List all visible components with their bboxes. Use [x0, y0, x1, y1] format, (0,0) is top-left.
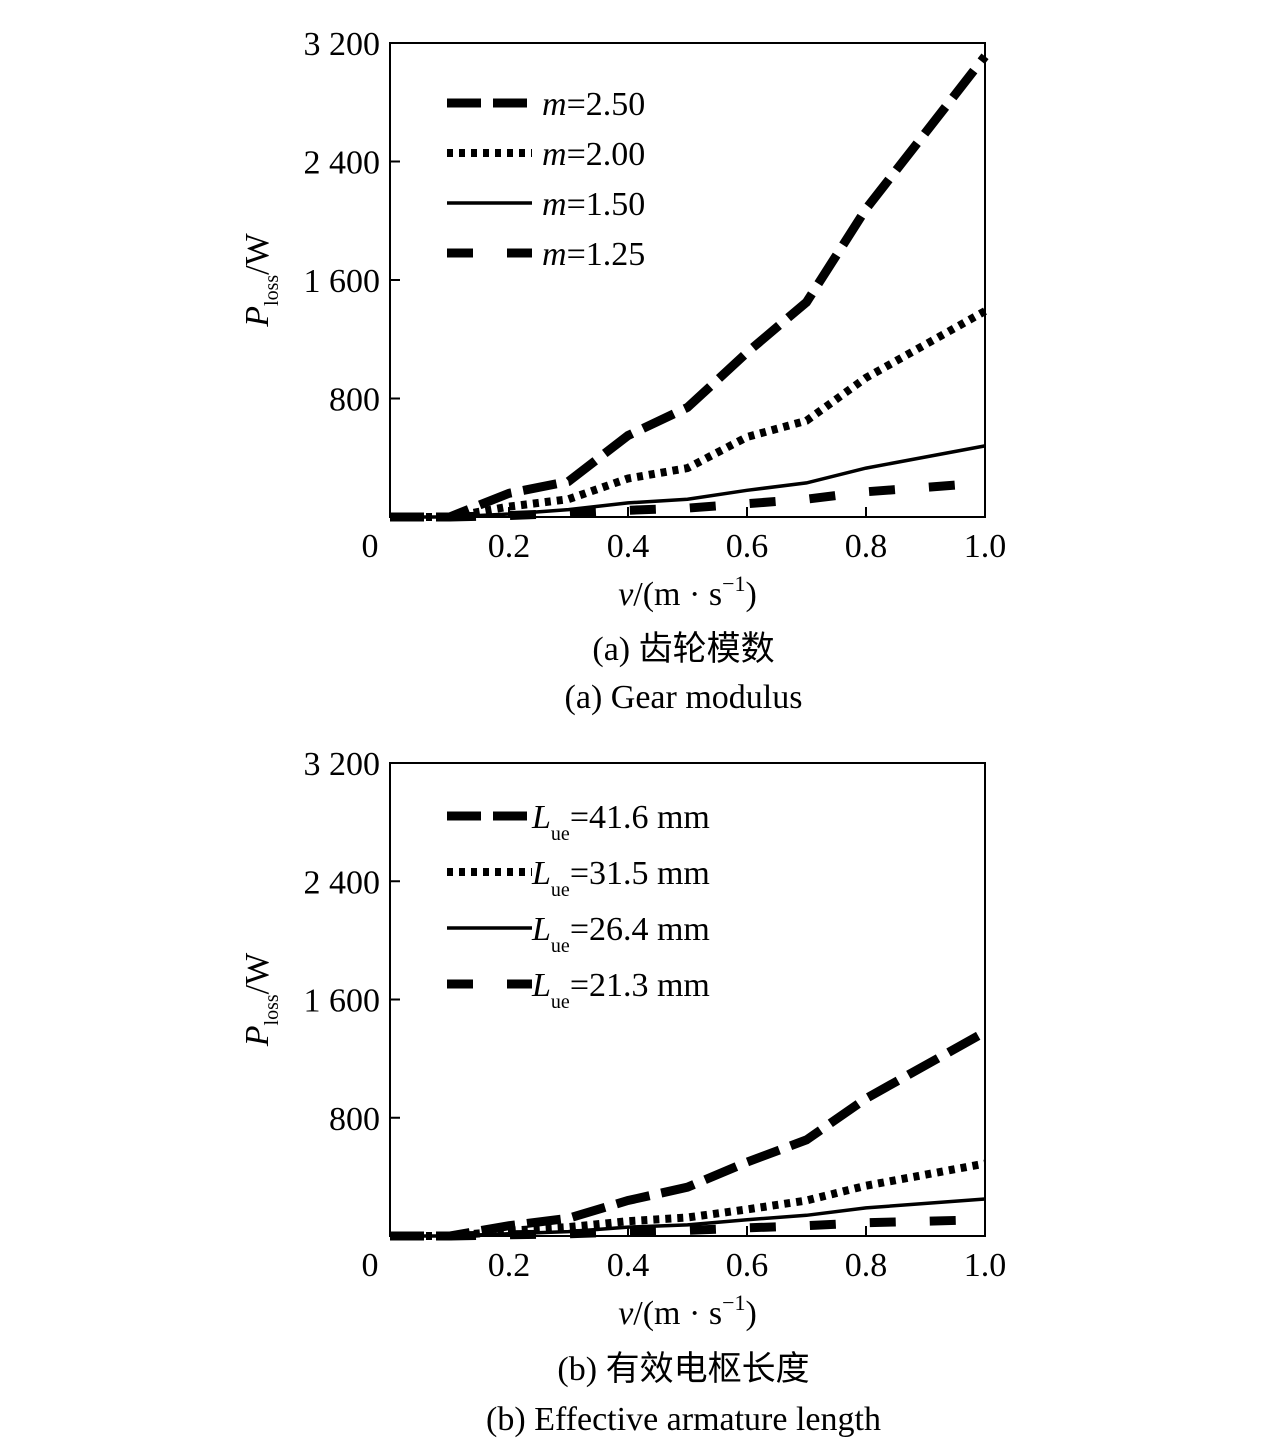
x-axis-label: v/(m · s−1) [618, 1290, 757, 1332]
x-tick-label: 0.6 [726, 528, 769, 565]
y-axis-label: Ploss/W [239, 952, 283, 1047]
legend-entry: m=2.50 [542, 86, 645, 123]
x-tick-label: 0.4 [607, 528, 650, 565]
legend-entry: m=1.25 [542, 236, 645, 273]
caption-chinese: (a) 齿轮模数 [592, 630, 774, 668]
x-tick-label: 0.2 [488, 528, 531, 565]
caption-english: (a) Gear modulus [565, 679, 803, 716]
y-tick-label: 800 [329, 382, 380, 419]
y-tick-label: 3 200 [304, 26, 381, 63]
legend-entry: Lue=31.5 mm [531, 855, 710, 901]
origin-label: 0 [362, 1247, 379, 1284]
series-line-dot [390, 307, 987, 521]
y-tick-label: 2 400 [304, 864, 381, 901]
x-tick-label: 0.2 [488, 1247, 531, 1284]
y-tick-label: 1 600 [304, 983, 381, 1020]
series-line-solid [390, 444, 986, 519]
x-tick-label: 1.0 [964, 1247, 1007, 1284]
legend: Lue=41.6 mm Lue=31.5 mm Lue=26.4 mm Lue=21.… [447, 799, 710, 1013]
x-tick-label: 0.6 [726, 1247, 769, 1284]
y-tick-label: 1 600 [304, 263, 381, 300]
chart-panel-b: 800 1 600 2 400 3 200 0.2 0.4 0.6 0.8 1.0 0 v/(m ·… [239, 746, 1006, 1438]
legend: m=2.50 m=2.00 m=1.50 m=1.25 [447, 86, 645, 273]
legend-entry: Lue=41.6 mm [531, 799, 710, 845]
series-line-long-dash [390, 53, 989, 522]
chart-panel-a: 800 1 600 2 400 3 200 0.2 0.4 0.6 0.8 1.0 0 v/(m ·… [239, 26, 1006, 716]
caption-chinese: (b) 有效电枢长度 [557, 1350, 809, 1388]
y-tick-label: 3 200 [304, 746, 381, 783]
x-tick-label: 1.0 [964, 528, 1007, 565]
series-line-long-dash [390, 1028, 988, 1241]
plot-frame [389, 42, 986, 518]
y-tick-label: 2 400 [304, 145, 381, 182]
y-tick-label: 800 [329, 1101, 380, 1138]
x-tick-label: 0.4 [607, 1247, 650, 1284]
legend-entry: Lue=21.3 mm [531, 967, 710, 1013]
x-axis-label: v/(m · s−1) [618, 571, 757, 613]
x-tick-label: 0.8 [845, 1247, 888, 1284]
series-line-solid [390, 1197, 986, 1238]
legend-entry: Lue=26.4 mm [531, 911, 710, 957]
origin-label: 0 [362, 528, 379, 565]
y-axis-label: Ploss/W [239, 232, 283, 327]
caption-english: (b) Effective armature length [486, 1401, 881, 1438]
legend-entry: m=1.50 [542, 186, 645, 223]
x-tick-label: 0.8 [845, 528, 888, 565]
legend-entry: m=2.00 [542, 136, 645, 173]
